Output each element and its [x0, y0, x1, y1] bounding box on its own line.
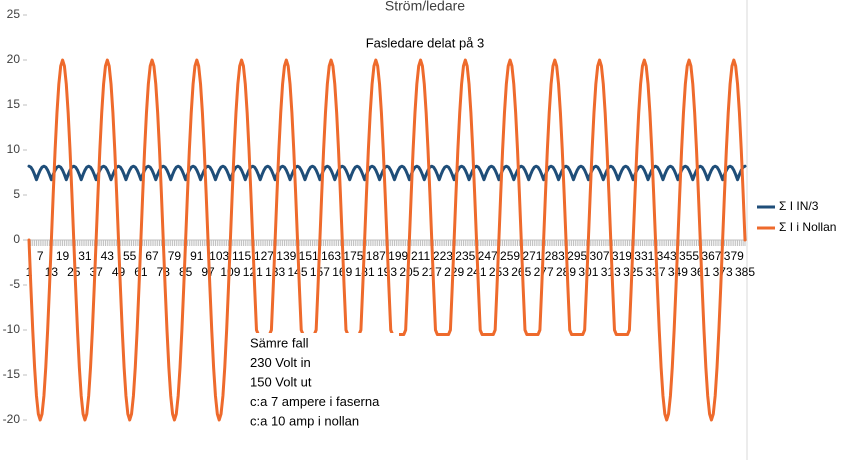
- x-tick-label: 151: [299, 249, 319, 263]
- y-tick-label: 25: [7, 7, 21, 21]
- plot-area: -20-15-10-505101520251713192531374349556…: [3, 7, 756, 426]
- x-tick-label: 115: [232, 249, 251, 263]
- series-line: [27, 164, 747, 182]
- x-tick-label: 379: [724, 249, 744, 263]
- x-tick-label: 319: [612, 249, 632, 263]
- y-tick-label: 15: [7, 97, 21, 111]
- x-tick-label: 223: [433, 249, 453, 263]
- y-tick-label: 5: [13, 187, 20, 201]
- y-tick-label: 10: [7, 142, 21, 156]
- x-tick-label: 91: [190, 249, 204, 263]
- legend: Σ I IN/3 Σ I i Nollan: [757, 199, 836, 234]
- x-tick-label: 43: [101, 249, 115, 263]
- series-line: [27, 58, 747, 422]
- y-tick-label: -15: [3, 367, 21, 381]
- y-tick-label: 0: [13, 232, 20, 246]
- annotation-line: Sämre fall: [250, 335, 309, 350]
- x-tick-label: 331: [634, 249, 654, 263]
- x-tick-label: 307: [590, 249, 610, 263]
- y-tick-label: -10: [3, 322, 21, 336]
- x-tick-label: 295: [567, 249, 587, 263]
- subtitle: Fasledare delat på 3: [366, 35, 485, 50]
- x-tick-label: 67: [145, 249, 159, 263]
- x-tick-label: 31: [78, 249, 92, 263]
- x-tick-label: 79: [168, 249, 182, 263]
- legend-label: Σ I i Nollan: [779, 220, 836, 234]
- x-tick-label: 7: [37, 249, 44, 263]
- x-tick-label: 199: [388, 249, 408, 263]
- x-tick-label: 367: [701, 249, 721, 263]
- x-tick-label: 259: [500, 249, 520, 263]
- x-tick-label: 127: [254, 249, 274, 263]
- annotation-line: 150 Volt ut: [250, 374, 312, 389]
- x-tick-label: 163: [321, 249, 341, 263]
- x-tick-label: 19: [56, 249, 70, 263]
- x-tick-label: 385: [735, 265, 755, 279]
- annotation-line: 230 Volt in: [250, 355, 311, 370]
- legend-label: Σ I IN/3: [779, 199, 819, 213]
- x-tick-label: 343: [657, 249, 677, 263]
- x-tick-label: 355: [679, 249, 699, 263]
- annotation-background: [247, 333, 399, 433]
- x-tick-label: 211: [411, 249, 430, 263]
- chart-title: Ström/ledare: [385, 0, 465, 14]
- x-tick-label: 271: [522, 249, 542, 263]
- x-tick-label: 103: [209, 249, 229, 263]
- x-tick-label: 187: [366, 249, 386, 263]
- x-tick-label: 283: [545, 249, 565, 263]
- annotation-box: Sämre fall 230 Volt in 150 Volt ut c:a 7 am…: [247, 333, 399, 433]
- annotation-line: c:a 7 ampere i faserna: [250, 394, 380, 409]
- y-tick-label: -20: [3, 412, 21, 426]
- y-tick-label: 20: [7, 52, 21, 66]
- x-tick-label: 55: [123, 249, 137, 263]
- annotation-line: c:a 10 amp i nollan: [250, 413, 359, 428]
- y-tick-label: -5: [9, 277, 20, 291]
- x-tick-label: 175: [343, 249, 363, 263]
- x-tick-label: 235: [455, 249, 475, 263]
- x-tick-label: 247: [478, 249, 498, 263]
- x-tick-label: 139: [276, 249, 296, 263]
